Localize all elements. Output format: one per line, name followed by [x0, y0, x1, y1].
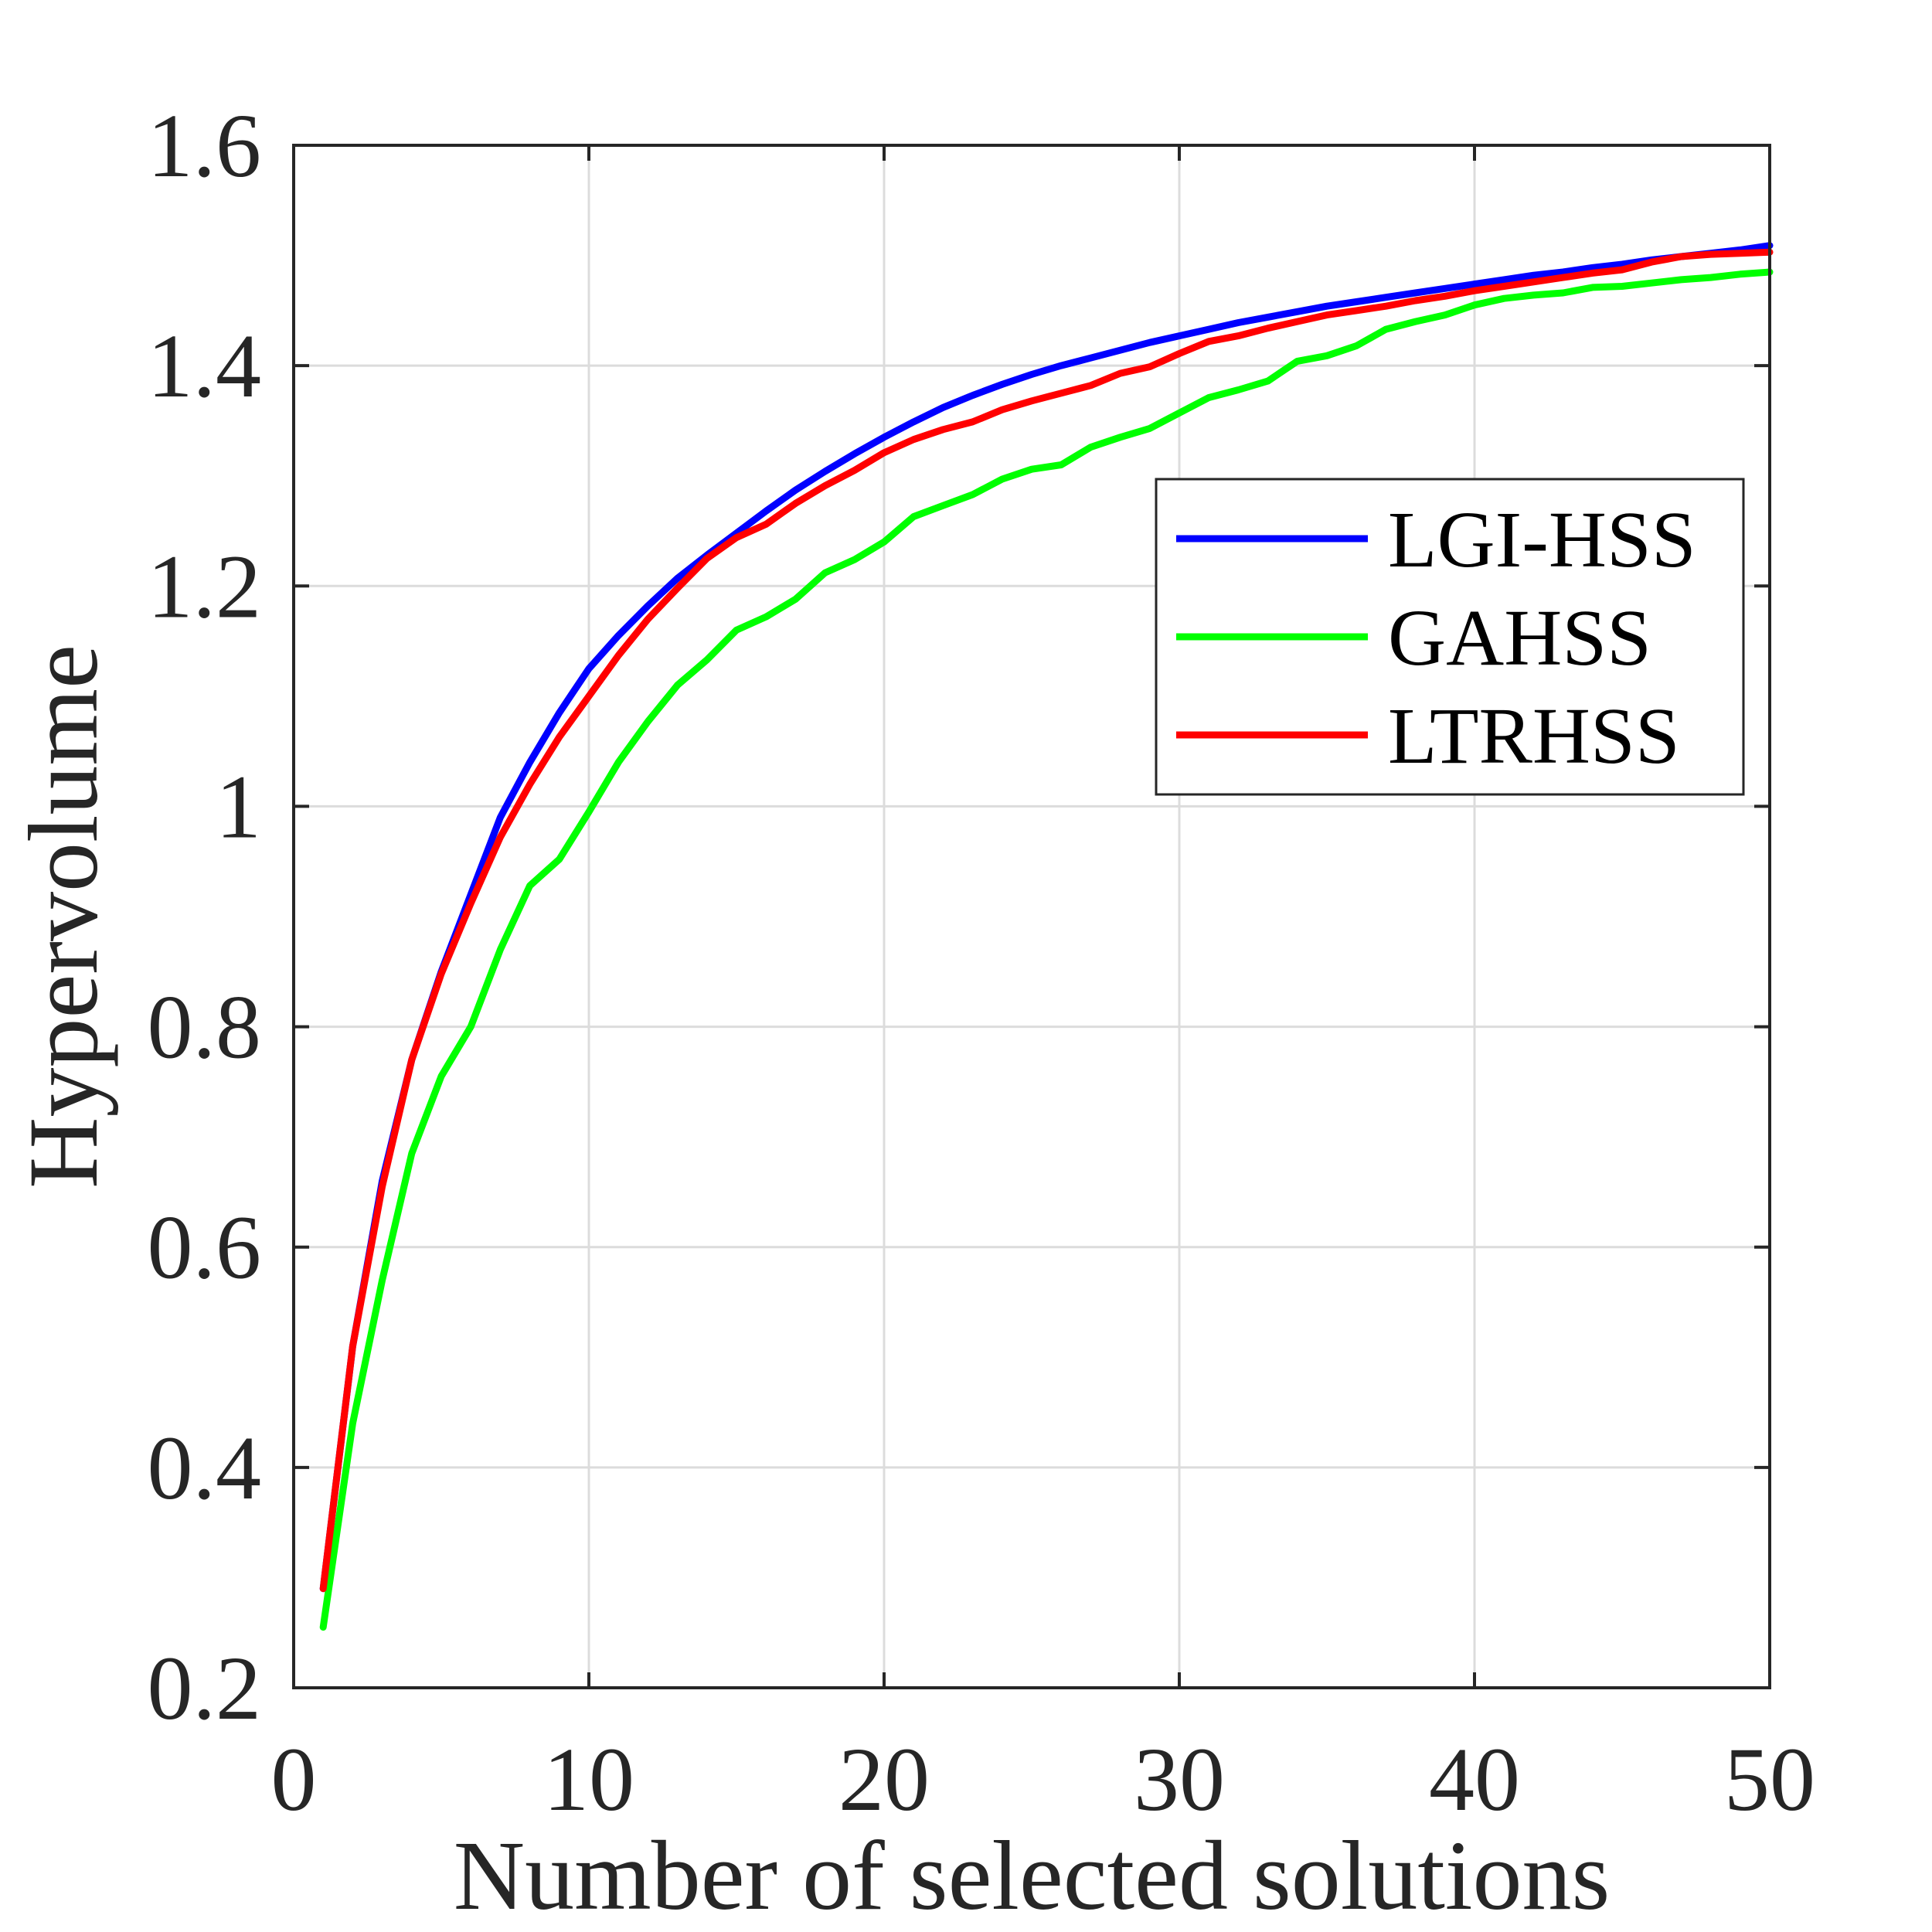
series-line-gahss: [319, 268, 1774, 1631]
series-line-lgi-hss: [319, 242, 1774, 1593]
y-tick-label: 1.6: [148, 95, 262, 196]
series-line-ltrhss: [319, 248, 1774, 1593]
y-tick-label: 1: [216, 756, 261, 857]
y-tick-label: 0.8: [148, 977, 262, 1078]
plot-frame: [292, 144, 1771, 1689]
x-tick-label: 40: [1429, 1729, 1520, 1830]
legend-label: LGI-HSS: [1388, 495, 1696, 584]
y-tick-label: 0.6: [148, 1197, 262, 1298]
series-lines: [319, 242, 1774, 1631]
x-tick-labels: 0 10 20 30 40 50: [271, 1729, 1816, 1830]
x-tick-label: 20: [838, 1729, 930, 1830]
legend: LGI-HSS GAHSS LTRHSS: [1155, 478, 1745, 796]
y-tick-label: 1.2: [148, 536, 262, 637]
x-tick-label: 10: [543, 1729, 634, 1830]
y-tick-label: 0.2: [148, 1638, 262, 1739]
grid-lines: [294, 145, 1770, 1688]
axis-ticks: [292, 144, 1771, 1689]
legend-label: GAHSS: [1388, 594, 1651, 682]
y-tick-labels: 0.2 0.4 0.6 0.8 1 1.2 1.4 1.6: [148, 95, 262, 1739]
x-tick-label: 50: [1724, 1729, 1815, 1830]
y-axis-label: Hypervolume: [9, 645, 118, 1189]
legend-label: LTRHSS: [1388, 692, 1680, 781]
x-axis-label: Number of selected solutions: [454, 1821, 1611, 1930]
y-tick-label: 1.4: [148, 315, 262, 417]
x-tick-label: 30: [1134, 1729, 1225, 1830]
y-tick-label: 0.4: [148, 1417, 262, 1519]
x-tick-label: 0: [271, 1729, 317, 1830]
